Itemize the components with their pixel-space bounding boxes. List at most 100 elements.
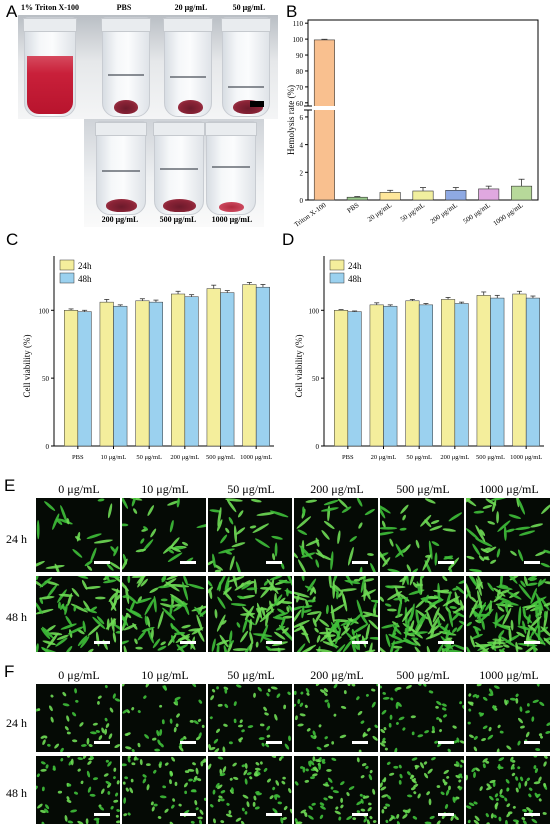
f-cell bbox=[144, 734, 150, 739]
e-cell bbox=[86, 533, 102, 539]
e-cell bbox=[235, 561, 242, 572]
f-cell bbox=[89, 793, 96, 797]
e-cell bbox=[342, 639, 353, 652]
chart-b-bar bbox=[478, 188, 500, 201]
e-cell bbox=[448, 512, 463, 522]
f-cell bbox=[224, 703, 229, 708]
f-cell bbox=[352, 817, 357, 821]
chart-b-ytick-label: 70 bbox=[296, 84, 304, 92]
f-cell bbox=[532, 699, 539, 704]
f-cell bbox=[295, 715, 298, 721]
f-cell bbox=[488, 726, 492, 732]
f-cell bbox=[525, 731, 530, 738]
panel-label-f: F bbox=[4, 662, 15, 681]
f-cell bbox=[506, 787, 510, 792]
f-cell bbox=[440, 791, 445, 796]
e-cell bbox=[510, 550, 517, 556]
e-cell bbox=[540, 626, 550, 638]
e-cell bbox=[389, 538, 394, 547]
e-cell bbox=[64, 603, 68, 616]
e-cell bbox=[253, 578, 257, 595]
e-cell bbox=[135, 646, 143, 650]
f-cell bbox=[511, 772, 516, 777]
e-cell bbox=[473, 644, 493, 647]
e-cell bbox=[510, 619, 514, 631]
f-cell bbox=[413, 791, 417, 795]
f-cell bbox=[531, 818, 538, 824]
e-cell bbox=[466, 528, 480, 540]
e-cell bbox=[384, 603, 392, 607]
e-cell bbox=[426, 645, 431, 652]
f-cell bbox=[459, 701, 463, 705]
e-cell bbox=[294, 591, 310, 598]
f-cell bbox=[340, 781, 345, 786]
e-cell bbox=[518, 530, 536, 536]
f-cell bbox=[87, 760, 92, 765]
f-cell bbox=[50, 694, 54, 698]
f-cell bbox=[453, 797, 457, 801]
e-cell bbox=[385, 633, 391, 648]
tube-triton bbox=[23, 17, 77, 117]
f-cell bbox=[389, 816, 394, 822]
f-cell bbox=[322, 783, 330, 787]
f-cell bbox=[66, 796, 70, 801]
e-cell bbox=[177, 636, 190, 641]
f-cell bbox=[215, 782, 220, 788]
e-cell bbox=[294, 605, 304, 612]
e-cell bbox=[225, 498, 243, 502]
f-cell bbox=[371, 701, 376, 708]
e-cell bbox=[332, 644, 346, 652]
f-cell bbox=[452, 725, 457, 729]
e-cell bbox=[527, 576, 538, 580]
e-cell bbox=[161, 577, 167, 583]
e-cell bbox=[380, 505, 386, 519]
e-cell bbox=[540, 597, 550, 611]
scale-bar bbox=[180, 813, 196, 816]
e-cell bbox=[497, 601, 505, 607]
e-cell bbox=[36, 560, 45, 569]
e-cell bbox=[517, 549, 524, 562]
scale-bar bbox=[180, 641, 196, 644]
e-cell bbox=[442, 528, 456, 532]
f-cell bbox=[399, 773, 403, 779]
e-cell bbox=[380, 596, 384, 602]
f-cell bbox=[473, 746, 478, 752]
scale-bar bbox=[180, 561, 196, 564]
e-cell bbox=[373, 608, 377, 616]
f-cell bbox=[429, 815, 435, 820]
e-cell bbox=[269, 576, 284, 581]
scale-bar bbox=[94, 561, 110, 564]
chart-c-bar bbox=[184, 296, 199, 447]
chart-c-legend-swatch bbox=[59, 259, 75, 271]
f-cell bbox=[267, 778, 271, 783]
f-cell bbox=[485, 760, 490, 764]
f-cell bbox=[475, 767, 480, 772]
f-cell bbox=[104, 717, 108, 722]
f-cell bbox=[411, 731, 415, 736]
e-cell bbox=[486, 546, 497, 553]
chart-d-bar bbox=[476, 295, 491, 447]
f-cell bbox=[498, 816, 502, 822]
e-cell bbox=[481, 619, 485, 630]
f-cell bbox=[116, 780, 120, 785]
e-cell bbox=[199, 610, 206, 617]
f-cell bbox=[479, 712, 485, 717]
f-cell bbox=[330, 786, 334, 790]
e-cell bbox=[392, 622, 399, 637]
e-cell bbox=[496, 589, 501, 598]
chart-d-legend-label: 48h bbox=[348, 274, 362, 284]
f-cell bbox=[105, 723, 110, 728]
e-cell bbox=[109, 599, 117, 612]
e-cell bbox=[60, 623, 77, 630]
e-cell bbox=[252, 523, 269, 534]
f-tile bbox=[294, 684, 378, 752]
e-cell bbox=[169, 519, 174, 533]
f-cell bbox=[339, 734, 347, 739]
f-cell bbox=[467, 819, 471, 824]
f-tile bbox=[380, 684, 464, 752]
e-cell bbox=[275, 625, 286, 631]
f-cell bbox=[443, 714, 448, 718]
e-cell bbox=[475, 524, 486, 543]
e-cell bbox=[426, 610, 433, 628]
e-cell bbox=[183, 576, 188, 586]
